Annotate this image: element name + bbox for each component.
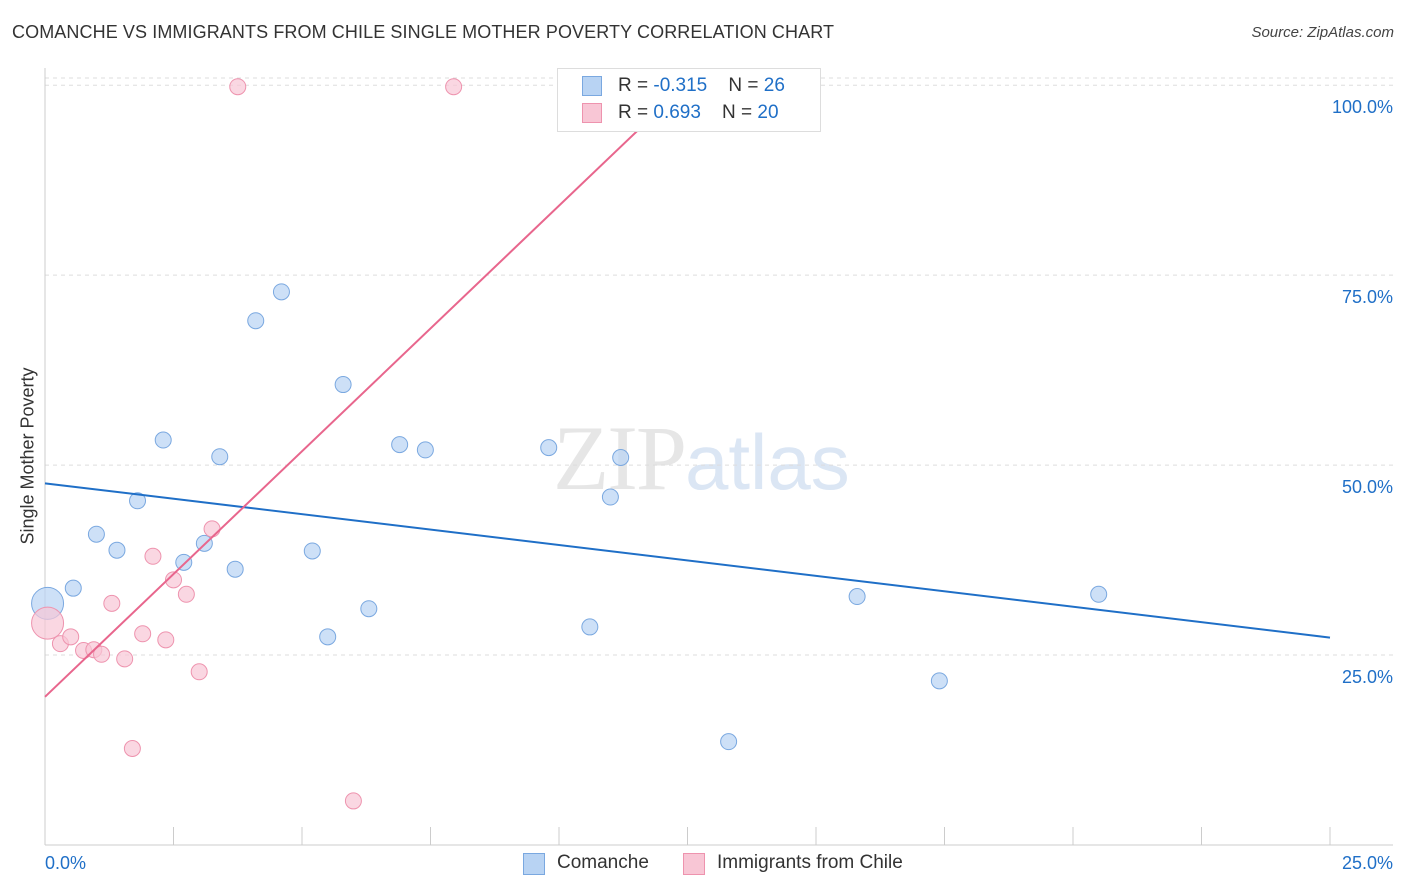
comanche-point bbox=[540, 439, 558, 457]
chile-point bbox=[203, 520, 221, 538]
comanche-point bbox=[391, 436, 409, 454]
comanche-point bbox=[226, 560, 244, 578]
chile-point bbox=[344, 792, 362, 810]
comanche-point bbox=[1090, 585, 1108, 603]
chile-point bbox=[31, 606, 65, 640]
chile-point bbox=[229, 78, 247, 96]
comanche-point bbox=[612, 449, 630, 466]
source-label: Source: ZipAtlas.com bbox=[1251, 24, 1394, 41]
bottom-legend-label: Immigrants from Chile bbox=[717, 852, 903, 873]
comanche-point bbox=[720, 733, 738, 751]
comanche-point bbox=[247, 312, 265, 330]
comanche-point bbox=[581, 618, 599, 636]
chile-point bbox=[144, 547, 162, 565]
legend-r-label: R = bbox=[618, 75, 654, 96]
y-tick-label: 100.0% bbox=[1332, 97, 1393, 117]
chile-point bbox=[157, 631, 175, 649]
bottom-swatch-chile bbox=[683, 853, 705, 875]
correlation-legend: R = -0.315 N = 26 R = 0.693 N = 20 bbox=[557, 68, 821, 132]
legend-r-value: -0.315 bbox=[653, 75, 708, 96]
comanche-trend-line bbox=[44, 482, 1331, 639]
comanche-point bbox=[272, 283, 290, 301]
legend-r-value: 0.693 bbox=[653, 102, 701, 123]
watermark: ZIPatlas bbox=[553, 405, 850, 511]
comanche-point bbox=[416, 441, 434, 459]
comanche-point bbox=[154, 431, 172, 449]
y-axis-label: Single Mother Poverty bbox=[17, 367, 38, 545]
comanche-point bbox=[848, 588, 866, 606]
chart-title: COMANCHE VS IMMIGRANTS FROM CHILE SINGLE… bbox=[12, 22, 835, 42]
comanche-point bbox=[303, 542, 321, 560]
x-tick-label: 25.0% bbox=[1342, 853, 1393, 873]
chile-point bbox=[103, 594, 121, 612]
legend-n-value: 26 bbox=[763, 75, 785, 96]
comanche-point bbox=[334, 376, 352, 394]
chile-point bbox=[123, 740, 141, 758]
comanche-point bbox=[360, 600, 378, 618]
y-tick-label: 50.0% bbox=[1342, 477, 1393, 497]
comanche-point bbox=[87, 525, 105, 543]
chile-point bbox=[116, 650, 134, 668]
comanche-point bbox=[129, 492, 147, 510]
chile-trend-line bbox=[44, 82, 689, 698]
y-tick-label: 75.0% bbox=[1342, 287, 1393, 307]
comanche-point bbox=[601, 488, 619, 506]
comanche-point bbox=[108, 541, 126, 559]
chile-point bbox=[134, 625, 152, 643]
x-tick-label: 0.0% bbox=[45, 853, 86, 873]
comanche-point bbox=[211, 448, 229, 466]
chile-point bbox=[190, 663, 208, 681]
chile-point bbox=[177, 585, 195, 603]
legend-n-label: N = bbox=[728, 75, 764, 96]
comanche-point bbox=[64, 579, 82, 597]
chile-point bbox=[93, 645, 111, 663]
chile-point bbox=[445, 78, 463, 96]
chile-point bbox=[62, 628, 80, 646]
legend-swatch-chile bbox=[582, 103, 602, 123]
legend-swatch-comanche bbox=[582, 76, 602, 96]
watermark-atlas: atlas bbox=[685, 418, 850, 506]
comanche-point bbox=[175, 553, 193, 571]
legend-n-value: 20 bbox=[757, 102, 779, 123]
y-tick-label: 25.0% bbox=[1342, 667, 1393, 687]
legend-n-label: N = bbox=[722, 102, 758, 123]
comanche-point bbox=[319, 628, 337, 646]
chile-point bbox=[165, 571, 182, 589]
legend-r-label: R = bbox=[618, 102, 654, 123]
comanche-point bbox=[930, 672, 948, 690]
bottom-legend-label: Comanche bbox=[557, 852, 649, 873]
bottom-swatch-comanche bbox=[523, 853, 545, 875]
